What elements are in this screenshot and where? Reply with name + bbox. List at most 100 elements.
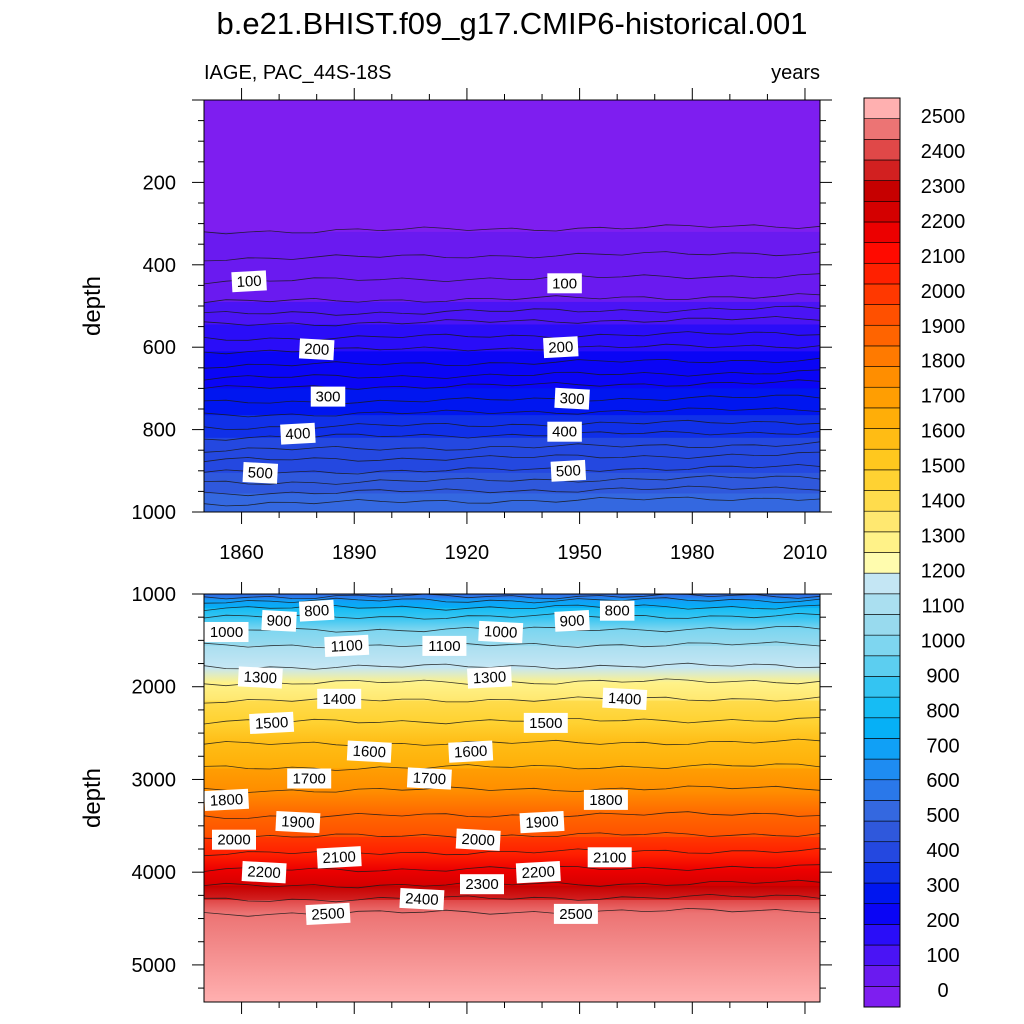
colorbar-label: 1600 — [921, 421, 966, 443]
colorbar-label: 700 — [926, 735, 959, 757]
contour-label-text: 500 — [555, 462, 581, 480]
x-tick-label: 1980 — [670, 542, 715, 564]
x-tick-label: 1860 — [219, 542, 264, 564]
contour-label-box — [455, 828, 501, 851]
contour-label-box — [280, 422, 316, 445]
contour-label: 2300 — [460, 874, 504, 895]
colorbar-box — [863, 572, 901, 595]
contour-label: 1000 — [478, 620, 524, 644]
colorbar-box — [863, 221, 901, 243]
colorbar-box — [863, 862, 901, 884]
colorbar-label: 0 — [937, 980, 948, 1002]
contour-label-box — [547, 421, 582, 442]
colorbar-label: 800 — [926, 700, 959, 722]
y-tick-label: 5000 — [132, 955, 177, 977]
contour-label: 1900 — [275, 810, 321, 834]
contour-label-box — [478, 620, 524, 644]
contour-label-box — [448, 740, 494, 763]
contour-label-box — [298, 338, 335, 361]
y-tick-label: 2000 — [132, 677, 177, 699]
contour-line — [203, 451, 821, 463]
contour-label-text: 1000 — [210, 624, 243, 641]
colorbar-box — [863, 614, 901, 636]
colorbar-box — [863, 510, 901, 533]
contour-line — [203, 864, 821, 873]
contour-label-box — [422, 635, 467, 656]
colorbar-box — [863, 448, 901, 471]
colorbar-box — [863, 262, 901, 285]
contour-label-text: 800 — [304, 602, 330, 620]
contour-line — [203, 847, 821, 857]
colorbar-box — [863, 779, 901, 801]
colorbar-box — [863, 841, 901, 863]
contour-line — [203, 305, 821, 316]
colorbar-box — [863, 800, 901, 822]
contour-label-text: 500 — [247, 464, 273, 482]
colorbar-label: 1000 — [921, 630, 966, 652]
contour-label: 1800 — [204, 788, 249, 812]
colorbar-box — [863, 986, 901, 1008]
colorbar-box — [863, 758, 901, 781]
contour-label: 1600 — [448, 740, 494, 763]
contour-label-text: 1000 — [484, 623, 518, 642]
panel-lower: 800 800 900 900 1000 1000 1100 1100 1300 1300 1400… — [79, 582, 832, 1014]
colorbar-label: 1900 — [921, 316, 966, 338]
contour-label: 2000 — [212, 829, 256, 850]
colorbar-label: 1300 — [921, 526, 966, 548]
contour-label-box — [310, 386, 346, 407]
contour-label-box — [550, 459, 587, 482]
contour-label: 300 — [554, 387, 590, 410]
contour-label-box — [406, 767, 452, 790]
contour-line — [203, 369, 821, 381]
colorbar-box — [863, 655, 901, 677]
colorbar-label: 600 — [926, 770, 959, 792]
contour-label-text: 2500 — [311, 905, 345, 924]
colorbar-box — [863, 324, 901, 347]
contour-label: 2400 — [399, 887, 445, 911]
contour-label: 1500 — [249, 711, 295, 735]
contour-label-box — [305, 902, 351, 926]
colorbar-box — [863, 820, 901, 843]
contour-label-text: 1900 — [525, 813, 559, 832]
contour-label-text: 1100 — [330, 637, 363, 656]
contour-label-text: 2200 — [247, 863, 281, 882]
contour-label: 400 — [280, 422, 316, 445]
contour-label: 1000 — [204, 622, 249, 642]
contour-line — [203, 593, 821, 600]
colorbar-box — [863, 676, 901, 698]
colorbar-label: 1200 — [921, 560, 966, 582]
colorbar-label: 1700 — [921, 386, 966, 408]
contour-label: 200 — [298, 338, 335, 361]
contour-label-box — [554, 387, 590, 410]
colorbar-frame — [863, 97, 901, 1008]
contour-label-box — [212, 829, 256, 850]
y-tick-label: 400 — [143, 255, 176, 277]
colorbar-box — [863, 407, 901, 429]
contour-label: 1500 — [523, 712, 568, 733]
contour-label-box — [587, 847, 632, 868]
contour-line — [203, 379, 821, 390]
colorbar-label: 400 — [926, 840, 959, 862]
contour-label: 800 — [599, 600, 635, 621]
y-axis-label: depth — [79, 768, 106, 828]
colorbar: 0 100 200 300 400 500 600 700 800 900 1000 1100 1200… — [863, 97, 966, 1008]
x-tick-label: 1920 — [445, 542, 490, 564]
colorbar-label: 2200 — [921, 211, 966, 233]
colorbar-box — [863, 118, 901, 140]
colorbar-box — [863, 634, 901, 657]
contour-label: 1800 — [583, 789, 628, 810]
contour-label: 2100 — [587, 847, 632, 868]
y-tick-label: 3000 — [132, 769, 177, 791]
units-label: years — [771, 62, 820, 84]
contour-label: 2000 — [455, 828, 501, 851]
contour-label-box — [204, 622, 249, 642]
colorbar-label: 300 — [926, 875, 959, 897]
panel-fill — [204, 594, 820, 1002]
contour-label: 2100 — [316, 846, 362, 869]
contour-line — [203, 357, 821, 369]
colorbar-label: 900 — [926, 665, 959, 687]
contour-label-text: 2500 — [559, 906, 592, 923]
contour-line — [203, 441, 821, 453]
contour-line — [203, 394, 821, 405]
